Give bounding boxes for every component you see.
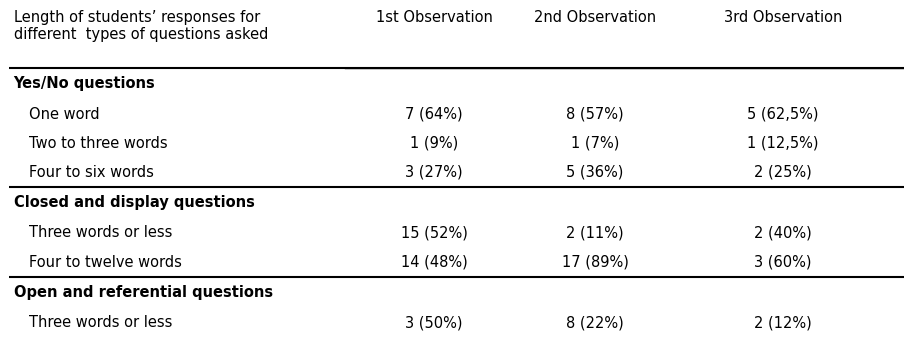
Text: 14 (48%): 14 (48%) [401, 255, 467, 270]
Text: 2 (25%): 2 (25%) [754, 165, 812, 180]
Text: Length of students’ responses for
different  types of questions asked: Length of students’ responses for differ… [14, 10, 268, 42]
Text: 1 (7%): 1 (7%) [571, 136, 619, 151]
Text: 3rd Observation: 3rd Observation [724, 10, 843, 25]
Text: 17 (89%): 17 (89%) [561, 255, 629, 270]
Text: Four to twelve words: Four to twelve words [29, 255, 182, 270]
Text: 8 (57%): 8 (57%) [566, 106, 624, 122]
Text: Three words or less: Three words or less [29, 315, 173, 330]
Text: 7 (64%): 7 (64%) [405, 106, 463, 122]
Text: Two to three words: Two to three words [29, 136, 167, 151]
Text: Four to six words: Four to six words [29, 165, 153, 180]
Text: 5 (36%): 5 (36%) [566, 165, 624, 180]
Text: Yes/No questions: Yes/No questions [14, 76, 155, 91]
Text: Closed and display questions: Closed and display questions [14, 195, 255, 210]
Text: 5 (62,5%): 5 (62,5%) [748, 106, 819, 122]
Text: 2nd Observation: 2nd Observation [534, 10, 656, 25]
Text: 15 (52%): 15 (52%) [401, 225, 467, 240]
Text: 3 (27%): 3 (27%) [405, 165, 463, 180]
Text: 1 (12,5%): 1 (12,5%) [748, 136, 819, 151]
Text: 2 (12%): 2 (12%) [754, 315, 812, 330]
Text: 1 (9%): 1 (9%) [410, 136, 458, 151]
Text: 2 (40%): 2 (40%) [754, 225, 812, 240]
Text: 3 (50%): 3 (50%) [405, 315, 463, 330]
Text: 8 (22%): 8 (22%) [566, 315, 624, 330]
Text: Open and referential questions: Open and referential questions [14, 285, 273, 300]
Text: 2 (11%): 2 (11%) [566, 225, 624, 240]
Text: 1st Observation: 1st Observation [375, 10, 493, 25]
Text: One word: One word [29, 106, 100, 122]
Text: 3 (60%): 3 (60%) [754, 255, 812, 270]
Text: Three words or less: Three words or less [29, 225, 173, 240]
